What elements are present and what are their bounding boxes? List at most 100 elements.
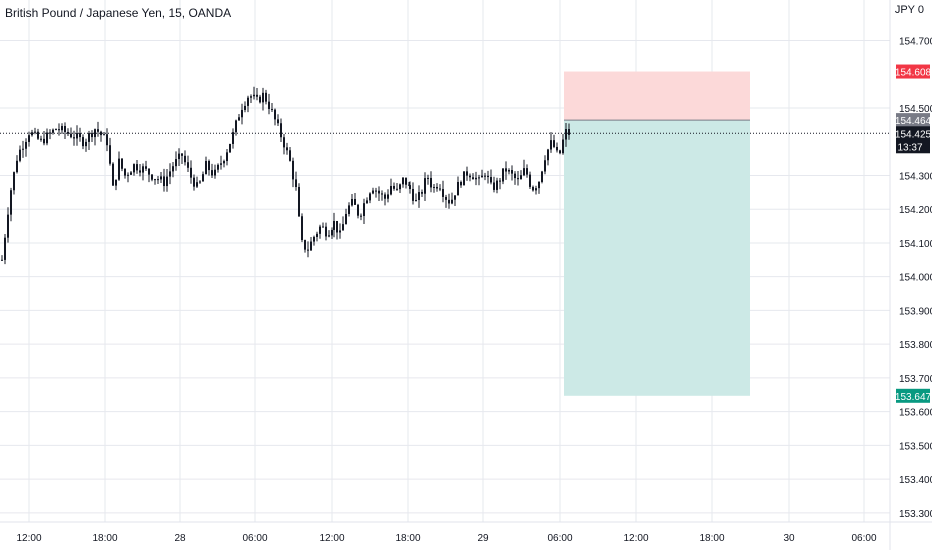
candle-body	[37, 131, 39, 139]
candle-body	[526, 168, 528, 175]
candle-body	[399, 184, 401, 190]
candle-body	[160, 176, 162, 180]
candle-body	[64, 126, 66, 132]
position-zones[interactable]	[564, 71, 750, 396]
y-tick-label: 153.300	[899, 509, 932, 520]
candle-body	[541, 171, 543, 182]
candle-body	[478, 177, 480, 179]
candle-body	[88, 133, 90, 142]
candle-body	[316, 233, 318, 237]
candle-body	[339, 230, 341, 233]
candle-body	[148, 168, 150, 175]
y-tick-label: 153.600	[899, 408, 932, 419]
candle-body	[424, 178, 426, 194]
candle-body	[271, 108, 273, 110]
candle-body	[502, 168, 504, 182]
countdown-label: 13:37	[897, 142, 922, 153]
candle-body	[43, 138, 45, 144]
candle-body	[76, 133, 78, 139]
candle-body	[250, 96, 252, 98]
candle-body	[139, 170, 141, 173]
candle-body	[396, 188, 398, 190]
candle-body	[331, 229, 333, 236]
candle-body	[457, 181, 459, 196]
currency-badge: 0	[917, 4, 924, 16]
candle-body	[247, 97, 249, 106]
currency-label[interactable]: JPY 0	[895, 4, 924, 16]
candle-body	[28, 135, 30, 142]
candle-body	[289, 150, 291, 161]
candle-body	[325, 226, 327, 237]
candle-body	[481, 175, 483, 178]
candle-body	[262, 92, 264, 103]
candle-body	[313, 236, 315, 242]
candle-body	[121, 158, 123, 169]
candle-body	[430, 177, 432, 188]
candle-body	[67, 131, 69, 134]
candle-body	[469, 175, 471, 178]
candle-body	[283, 137, 285, 148]
candle-body	[466, 171, 468, 176]
candle-body	[319, 226, 321, 234]
candle-body	[13, 172, 15, 191]
candle-body	[73, 137, 75, 139]
candle-body	[253, 94, 255, 97]
x-tick-label: 12:00	[319, 533, 344, 544]
candle-body	[487, 175, 489, 178]
stop-loss-zone[interactable]	[564, 71, 750, 121]
x-tick-label: 18:00	[92, 533, 117, 544]
candle-body	[58, 129, 60, 131]
candle-body	[232, 132, 234, 144]
candle-body	[532, 186, 534, 191]
candle-body	[511, 170, 513, 174]
candle-body	[405, 177, 407, 185]
candle-body	[369, 193, 371, 201]
candle-body	[163, 176, 165, 187]
candle-body	[220, 163, 222, 165]
stop-price-badge: 154.608	[895, 68, 932, 79]
candle-body	[190, 167, 192, 178]
x-tick-label: 12:00	[623, 533, 648, 544]
y-tick-label: 153.800	[899, 340, 932, 351]
x-tick-label: 06:00	[547, 533, 572, 544]
candle-body	[336, 220, 338, 233]
candle-body	[484, 175, 486, 177]
candle-body	[445, 196, 447, 200]
candle-body	[490, 177, 492, 183]
candle-body	[547, 149, 549, 161]
candle-body	[433, 186, 435, 188]
candle-body	[259, 96, 261, 103]
candle-body	[384, 194, 386, 199]
candle-body	[357, 204, 359, 216]
y-tick-label: 154.000	[899, 273, 932, 284]
candle-body	[46, 132, 48, 144]
candle-body	[529, 174, 531, 187]
x-tick-label: 18:00	[395, 533, 420, 544]
candle-body	[366, 200, 368, 204]
candle-body	[214, 169, 216, 176]
candle-body	[301, 216, 303, 241]
candle-body	[559, 150, 561, 154]
candle-body	[16, 160, 18, 173]
take-profit-zone[interactable]	[564, 120, 750, 396]
candle-body	[172, 166, 174, 172]
candle-body	[421, 192, 423, 194]
candle-body	[562, 139, 564, 154]
chart-title: British Pound / Japanese Yen, 15, OANDA	[5, 6, 232, 20]
candle-body	[295, 179, 297, 187]
candle-body	[235, 120, 237, 133]
candle-body	[381, 193, 383, 195]
x-axis: 12:00 18:00 28 06:00 12:00 18:00 29 06:00 12:00 1…	[0, 521, 932, 544]
candle-body	[103, 134, 105, 136]
candle-body	[427, 177, 429, 179]
candle-body	[387, 194, 389, 199]
candle-body	[1, 259, 3, 261]
candle-body	[241, 109, 243, 118]
candle-body	[345, 213, 347, 225]
candle-body	[348, 205, 350, 214]
candle-body	[463, 171, 465, 186]
candle-body	[268, 101, 270, 109]
candle-body	[256, 94, 258, 97]
y-tick-label: 154.500	[899, 104, 932, 115]
